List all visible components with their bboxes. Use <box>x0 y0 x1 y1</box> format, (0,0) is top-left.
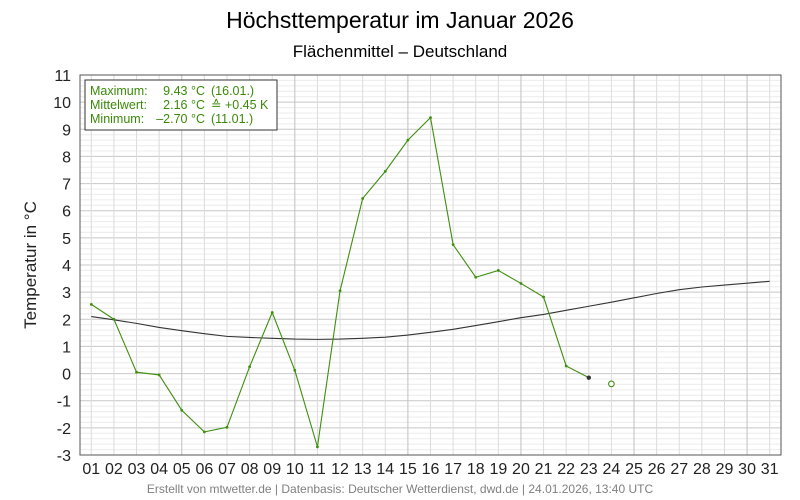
x-tick-label: 30 <box>738 461 756 478</box>
data-point <box>542 295 545 299</box>
x-tick-label: 26 <box>648 461 666 478</box>
data-point <box>338 289 342 293</box>
y-tick-label: 4 <box>62 258 71 275</box>
x-tick-label: 13 <box>354 461 372 478</box>
x-tick-label: 10 <box>286 461 304 478</box>
x-tick-label: 19 <box>489 461 507 478</box>
plot-frame <box>79 74 782 456</box>
data-point <box>89 302 93 306</box>
data-point <box>519 282 523 285</box>
y-tick-label: 11 <box>54 68 71 85</box>
data-point <box>270 311 274 314</box>
y-tick-label: 3 <box>62 285 71 302</box>
data-point <box>157 373 161 377</box>
x-tick-label: 09 <box>263 461 281 478</box>
legend-max-value: 9.43 °C <box>163 84 205 98</box>
x-tick-label: 18 <box>467 461 485 478</box>
x-tick-label: 08 <box>241 461 259 478</box>
x-tick-label: 27 <box>670 461 688 478</box>
y-tick-label: -3 <box>57 448 71 465</box>
x-tick-label: 22 <box>557 461 575 478</box>
chart-title: Höchsttemperatur im Januar 2026 <box>226 7 574 33</box>
y-tick-label: 7 <box>62 177 71 194</box>
data-point <box>474 275 478 279</box>
x-tick-label: 14 <box>376 461 394 478</box>
x-tick-label: 20 <box>512 461 530 478</box>
y-tick-label: 9 <box>62 122 71 139</box>
data-point <box>248 365 251 369</box>
legend: Maximum: 9.43 °C (16.01.) Mittelwert: 2.… <box>84 79 278 131</box>
y-tick-label: 10 <box>53 95 71 112</box>
observed-series <box>89 116 615 449</box>
data-point <box>564 364 568 368</box>
y-axis-label: Temperatur in °C <box>21 201 40 329</box>
legend-max-date: (16.01.) <box>211 84 254 98</box>
x-tick-label: 28 <box>693 461 711 478</box>
data-point <box>406 138 410 142</box>
x-tick-label: 05 <box>173 461 191 478</box>
data-point <box>451 243 455 247</box>
x-tick-label: 29 <box>716 461 734 478</box>
x-tick-label: 01 <box>82 461 100 478</box>
legend-mean-value: 2.16 °C <box>163 98 205 112</box>
x-tick-label: 21 <box>535 461 553 478</box>
x-tick-label: 16 <box>422 461 440 478</box>
data-point <box>135 370 138 374</box>
legend-mean-anomaly: ≙ +0.45 K <box>211 98 269 112</box>
legend-min-label: Minimum: <box>90 112 144 126</box>
data-point <box>225 425 229 429</box>
legend-mean-label: Mittelwert: <box>90 98 147 112</box>
grid <box>80 74 781 456</box>
y-tick-label: 2 <box>62 312 71 329</box>
x-tick-label: 12 <box>331 461 349 478</box>
x-tick-labels: 01 02 03 04 05 06 07 08 09 10 11 12 13 14 15 16 17 18 19 20… <box>82 461 778 478</box>
y-tick-label: 8 <box>62 149 71 166</box>
x-tick-label: 11 <box>309 461 326 478</box>
x-tick-label: 31 <box>761 461 779 478</box>
data-point <box>293 368 297 372</box>
legend-max-label: Maximum: <box>90 84 148 98</box>
data-point <box>383 169 387 173</box>
forecast-point <box>608 380 615 388</box>
y-tick-label: 6 <box>62 204 71 221</box>
y-tick-label: -2 <box>57 421 71 438</box>
legend-min-date: (11.01.) <box>211 112 253 126</box>
data-point <box>429 116 432 120</box>
data-point <box>496 269 500 272</box>
y-tick-labels: -3 -2 -1 0 1 2 3 4 5 6 7 8 9 10 11 <box>53 68 71 465</box>
x-tick-label: 07 <box>218 461 236 478</box>
x-tick-label: 04 <box>150 461 168 478</box>
data-point <box>180 408 184 412</box>
x-tick-label: 25 <box>625 461 643 478</box>
y-tick-label: 5 <box>62 231 71 248</box>
x-tick-label: 17 <box>444 461 462 478</box>
x-tick-label: 24 <box>603 461 621 478</box>
x-tick-label: 03 <box>128 461 146 478</box>
x-tick-label: 06 <box>195 461 213 478</box>
x-tick-label: 15 <box>399 461 417 478</box>
legend-min-value: –2.70 °C <box>156 112 205 126</box>
data-point <box>202 430 206 434</box>
mean-line <box>91 280 770 340</box>
latest-point <box>586 375 591 380</box>
x-tick-label: 02 <box>105 461 123 478</box>
mean-series <box>91 280 770 340</box>
y-tick-label: 0 <box>62 367 71 384</box>
footer-credits: Erstellt von mtwetter.de | Datenbasis: D… <box>147 482 654 496</box>
chart-subtitle: Flächenmittel – Deutschland <box>293 42 508 61</box>
data-point <box>112 317 116 321</box>
x-tick-label: 23 <box>580 461 598 478</box>
data-point <box>361 197 365 200</box>
legend-box <box>84 79 278 131</box>
y-tick-label: -1 <box>57 394 71 411</box>
data-point <box>316 445 319 449</box>
y-tick-label: 1 <box>62 339 71 356</box>
